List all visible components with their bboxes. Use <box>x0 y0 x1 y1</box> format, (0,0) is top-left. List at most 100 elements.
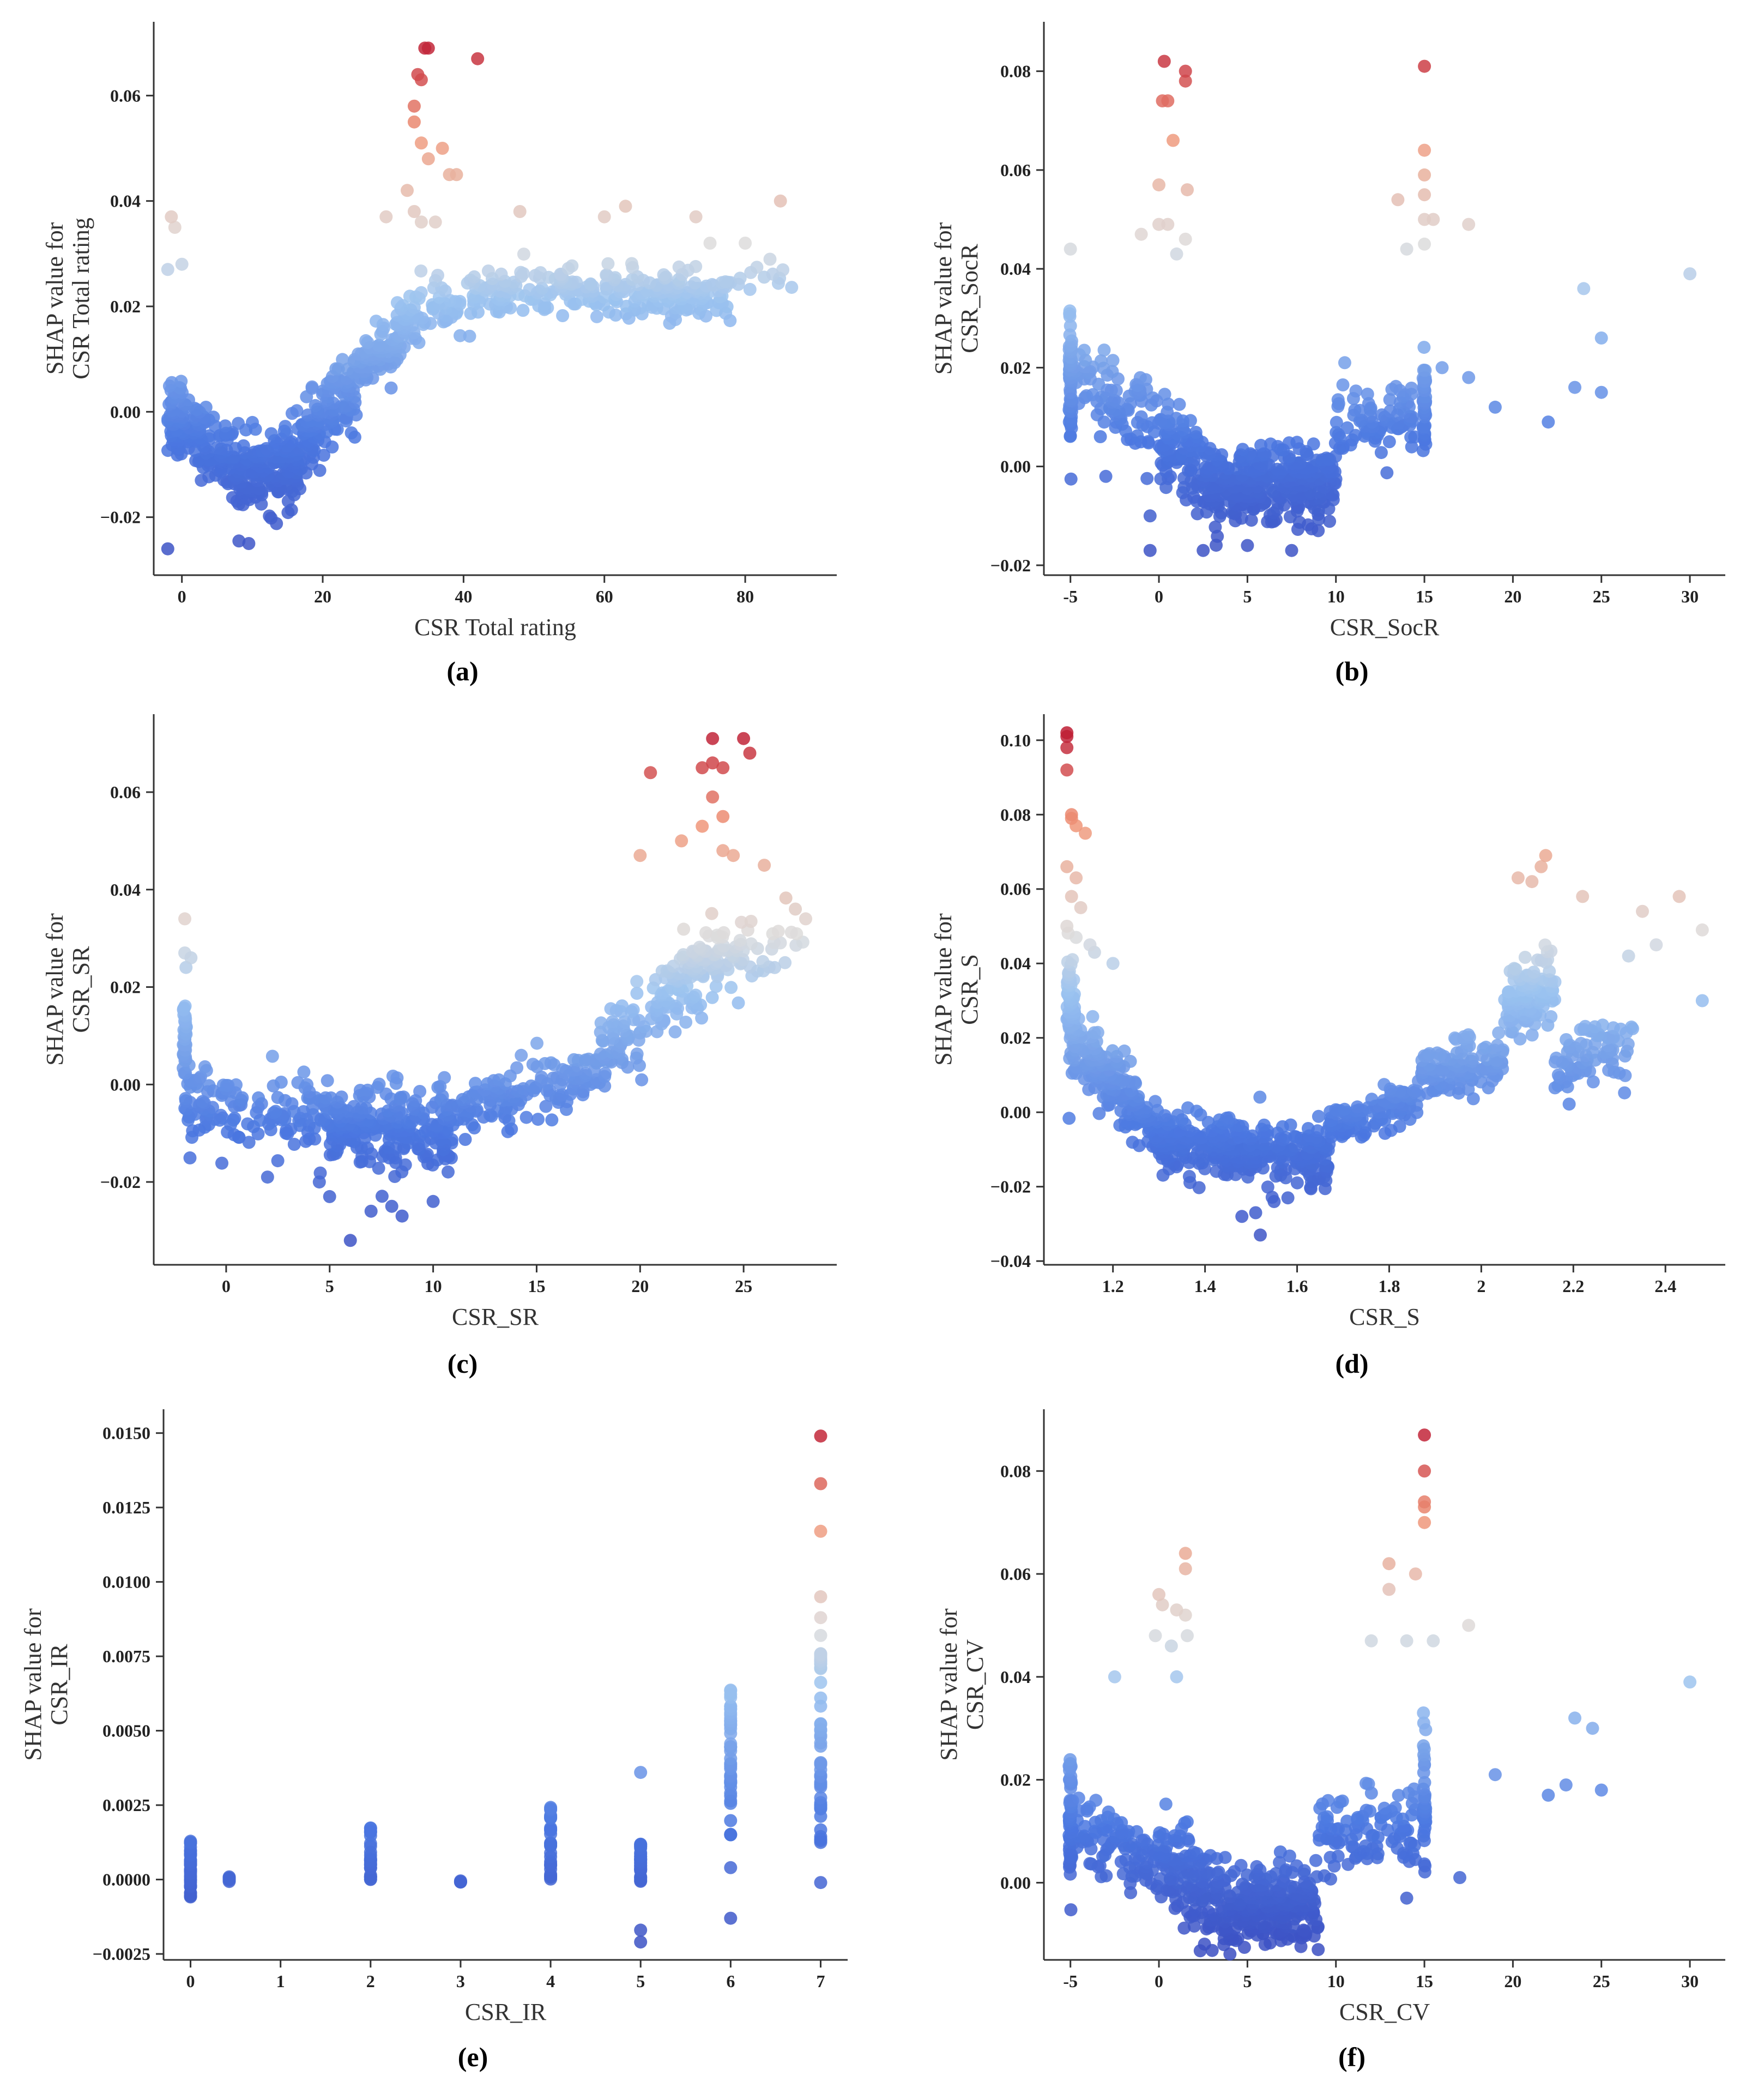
data-point <box>1518 951 1532 964</box>
data-point <box>696 819 709 833</box>
data-point <box>744 915 758 928</box>
x-tick-label: 1.4 <box>1194 1276 1216 1296</box>
data-point <box>1418 143 1431 157</box>
data-point <box>727 849 740 862</box>
data-point <box>210 441 224 455</box>
data-point <box>814 1647 827 1661</box>
data-point <box>184 1835 197 1848</box>
data-point <box>814 1791 827 1805</box>
data-point <box>290 404 304 418</box>
data-point <box>168 221 182 234</box>
data-point <box>291 1076 305 1089</box>
data-point <box>814 1717 827 1730</box>
data-point <box>515 1048 528 1062</box>
data-point <box>329 362 343 376</box>
data-point <box>1162 397 1175 411</box>
data-point <box>1435 361 1449 375</box>
y-axis-title-line: SHAP value for <box>20 1608 46 1761</box>
data-point <box>814 1823 827 1837</box>
y-tick-label: 0.00 <box>110 1075 141 1094</box>
data-point <box>1462 1619 1476 1632</box>
data-point <box>657 268 670 281</box>
scatter-points <box>161 41 799 556</box>
data-point <box>1338 1102 1351 1116</box>
data-point <box>1405 440 1418 454</box>
data-point <box>1586 1075 1600 1089</box>
panel-label: (a) <box>446 656 478 686</box>
data-point <box>814 1756 827 1770</box>
data-point <box>1108 1670 1121 1683</box>
y-axis-title-line: CSR_SocR <box>956 244 983 353</box>
data-point <box>705 277 719 291</box>
y-tick-label: 0.08 <box>1000 1461 1031 1481</box>
data-point <box>1586 1722 1599 1735</box>
y-tick-label: 0.0050 <box>102 1721 150 1741</box>
data-point <box>724 1683 738 1697</box>
x-tick-label: 15 <box>528 1276 545 1296</box>
data-point <box>458 1133 472 1146</box>
data-point <box>635 1073 649 1087</box>
y-tick-label: −0.02 <box>990 1177 1031 1197</box>
data-point <box>216 1078 230 1092</box>
data-point <box>1618 1086 1632 1100</box>
y-axis-title-line: CSR_CV <box>962 1639 988 1730</box>
data-point <box>1134 227 1148 241</box>
data-point <box>384 381 398 395</box>
data-point <box>1349 384 1363 398</box>
y-axis-title-line: CSR_IR <box>46 1644 73 1725</box>
data-point <box>634 1837 648 1851</box>
data-point <box>1124 1886 1138 1899</box>
data-point <box>385 1199 398 1213</box>
data-point <box>438 1071 451 1084</box>
data-point <box>724 981 738 994</box>
data-point <box>1099 469 1113 483</box>
data-point <box>1222 1111 1236 1125</box>
data-point <box>1330 415 1343 429</box>
data-point <box>1182 1170 1196 1183</box>
data-point <box>1236 443 1249 456</box>
data-point <box>758 859 771 872</box>
data-point <box>1149 1629 1162 1643</box>
data-point <box>1290 1859 1303 1873</box>
data-point <box>625 257 638 270</box>
data-point <box>345 426 358 439</box>
data-point <box>426 1194 440 1208</box>
data-point <box>1672 890 1686 903</box>
data-point <box>1065 890 1078 903</box>
data-point <box>776 263 790 276</box>
y-tick-label: 0.06 <box>1000 879 1031 899</box>
data-point <box>814 1876 827 1890</box>
x-axis-title: CSR_IR <box>465 1999 547 2025</box>
data-point <box>615 999 629 1013</box>
y-tick-label: 0.00 <box>1000 1873 1031 1892</box>
data-point <box>1064 1903 1078 1917</box>
x-tick-label: 40 <box>455 587 472 606</box>
data-point <box>1427 1634 1440 1648</box>
data-point <box>1418 59 1431 73</box>
data-point <box>531 1113 545 1126</box>
data-point <box>1223 1947 1237 1961</box>
data-point <box>1171 1108 1185 1122</box>
data-point <box>179 1092 192 1105</box>
data-point <box>526 1058 540 1071</box>
data-point <box>407 115 421 129</box>
data-point <box>539 1100 553 1113</box>
data-point <box>1261 1180 1274 1194</box>
x-tick-label: 0 <box>222 1276 231 1296</box>
y-axis-title-line: CSR_SR <box>68 946 94 1033</box>
data-point <box>1179 232 1192 246</box>
data-point <box>544 1821 558 1835</box>
panel-label: (b) <box>1335 656 1368 686</box>
data-point <box>523 283 536 297</box>
data-point <box>454 329 467 342</box>
data-point <box>1418 188 1431 202</box>
data-point <box>1323 515 1337 528</box>
data-point <box>1340 421 1354 435</box>
data-point <box>1511 871 1525 885</box>
data-point <box>814 1429 827 1443</box>
data-point <box>1273 1856 1286 1869</box>
data-point <box>597 210 611 224</box>
data-point <box>471 52 485 65</box>
data-point <box>584 277 597 291</box>
data-point <box>1534 860 1548 873</box>
